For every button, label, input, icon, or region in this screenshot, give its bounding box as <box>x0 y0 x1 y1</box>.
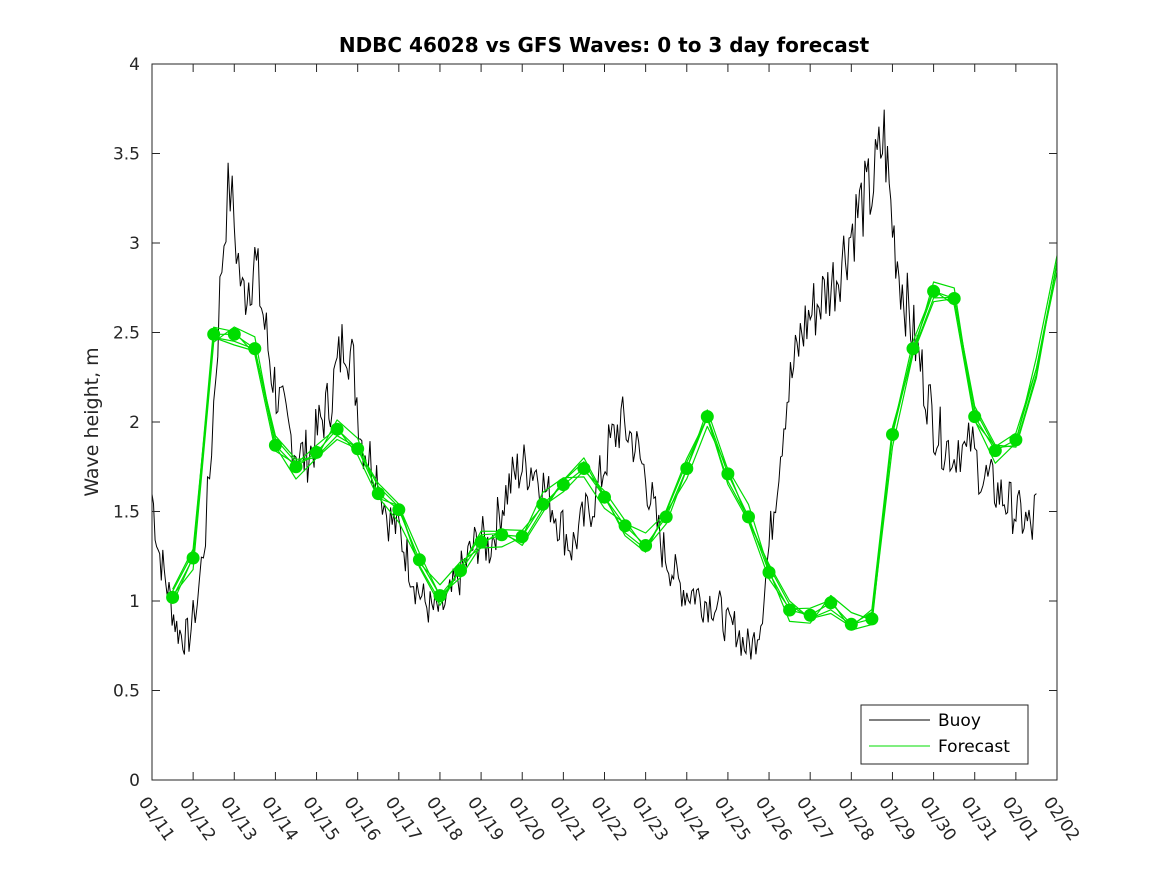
forecast-marker <box>207 327 221 341</box>
forecast-marker <box>659 510 673 524</box>
forecast-marker <box>268 438 282 452</box>
y-tick-label: 1 <box>129 592 140 612</box>
forecast-marker <box>351 442 365 456</box>
forecast-marker <box>927 284 941 298</box>
forecast-marker <box>186 551 200 565</box>
y-tick-label: 3 <box>129 234 140 254</box>
y-tick-label: 3.5 <box>113 145 140 165</box>
forecast-marker <box>721 467 735 481</box>
forecast-marker <box>454 564 467 578</box>
y-tick-label: 4 <box>129 55 140 75</box>
legend-buoy-label: Buoy <box>938 711 981 731</box>
forecast-marker <box>289 460 303 474</box>
forecast-marker <box>824 596 838 610</box>
y-tick-label: 2.5 <box>113 324 140 344</box>
forecast-marker <box>556 478 570 492</box>
forecast-marker <box>988 444 1002 458</box>
forecast-marker <box>639 539 653 552</box>
forecast-marker <box>474 535 488 549</box>
forecast-marker <box>1009 433 1023 447</box>
forecast-marker <box>947 292 961 305</box>
chart-title: NDBC 46028 vs GFS Waves: 0 to 3 day fore… <box>339 33 870 57</box>
forecast-marker <box>598 490 611 504</box>
y-tick-label: 0.5 <box>113 682 140 702</box>
forecast-marker <box>865 612 879 626</box>
plot-area <box>152 64 1057 780</box>
forecast-marker <box>227 327 241 341</box>
y-tick-label: 2 <box>129 413 140 433</box>
forecast-line <box>172 271 1058 631</box>
legend: Buoy Forecast <box>860 704 1029 765</box>
forecast-marker <box>515 530 529 544</box>
forecast-marker <box>700 410 714 424</box>
forecast-marker <box>803 608 817 622</box>
forecast-marker <box>330 422 344 436</box>
forecast-marker <box>536 497 550 511</box>
forecast-marker <box>680 462 694 475</box>
forecast-marker <box>166 590 180 604</box>
legend-forecast-label: Forecast <box>938 737 1010 757</box>
forecast-marker <box>310 445 323 459</box>
forecast-marker <box>577 462 591 475</box>
forecast-marker <box>371 487 385 501</box>
marker-layer <box>166 284 1023 631</box>
forecast-marker <box>906 342 920 356</box>
forecast-marker <box>433 589 447 603</box>
forecast-marker <box>783 603 797 617</box>
forecast-marker <box>495 528 509 542</box>
buoy-line <box>151 109 1037 660</box>
y-tick-label: 1.5 <box>113 503 140 523</box>
forecast-marker <box>886 428 899 441</box>
forecast-marker <box>844 617 858 631</box>
y-tick-label: 0 <box>129 771 140 791</box>
forecast-marker <box>968 410 982 424</box>
forecast-marker <box>412 553 426 567</box>
forecast-marker <box>742 510 755 524</box>
forecast-marker <box>248 342 262 356</box>
legend-box <box>860 704 1029 765</box>
y-axis-label: Wave height, m <box>81 347 103 496</box>
forecast-marker <box>392 503 406 517</box>
y-axis: 0 0.5 1 1.5 2 2.5 3 3.5 4 <box>113 55 1057 791</box>
forecast-marker <box>618 519 632 533</box>
forecast-marker <box>762 565 776 579</box>
